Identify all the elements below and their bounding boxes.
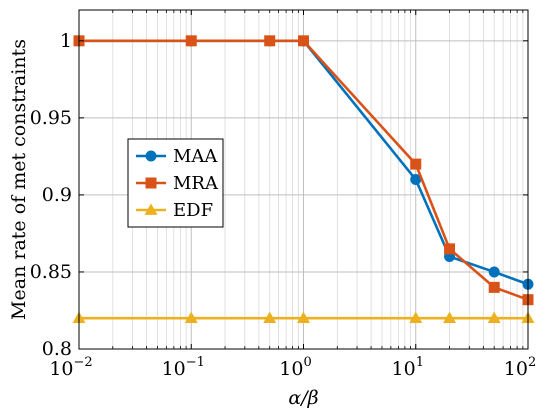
mra-data-point: [185, 35, 197, 47]
x-tick-label: 10−1: [162, 355, 205, 380]
legend-label: EDF: [173, 200, 213, 221]
maa-data-point: [410, 174, 422, 185]
legend-item-maa: MAA: [136, 146, 218, 167]
y-axis-label: Mean rate of met constraints: [8, 39, 30, 320]
legend-item-edf: EDF: [136, 200, 213, 221]
x-tick-label: 10−2: [49, 355, 92, 380]
x-tick-label: 102: [504, 355, 536, 380]
y-tick-label: 0.95: [30, 107, 72, 129]
edf-data-point: [184, 311, 198, 324]
mra-line: [79, 39, 529, 301]
y-tick-label: 0.8: [42, 338, 72, 360]
y-tick-label: 0.85: [30, 261, 72, 283]
x-axis-label: α/β: [288, 387, 318, 409]
legend-edf-data-point: [144, 203, 158, 215]
legend-mra-data-point: [145, 177, 157, 189]
x-tick-label: 101: [392, 355, 424, 380]
mra-data-point: [298, 35, 309, 47]
edf-data-point: [263, 311, 277, 324]
y-tick-label: 0.9: [42, 184, 72, 206]
legend-label: MAA: [173, 146, 218, 167]
legend: MAA MRA EDF: [127, 138, 224, 228]
legend-maa-data-point: [145, 150, 157, 162]
series-layer: [72, 35, 535, 324]
y-tick-label: 1: [60, 30, 72, 52]
mra-data-point: [488, 281, 500, 293]
x-tick-label: 100: [279, 355, 311, 380]
legend-item-mra: MRA: [136, 173, 219, 194]
axis-ticks: 0.8 0.85 0.9 0.95 1 10−2 10−1 100 101 102: [30, 10, 536, 380]
edf-series: [72, 311, 535, 324]
legend-label: MRA: [173, 173, 219, 194]
edf-data-point: [487, 311, 501, 324]
mra-data-point: [444, 243, 456, 255]
edf-data-point: [409, 311, 423, 324]
mra-data-point: [410, 158, 422, 170]
maa-data-point: [488, 266, 500, 278]
edf-data-point: [443, 311, 457, 324]
edf-data-point: [297, 311, 310, 324]
mra-data-point: [264, 35, 276, 47]
